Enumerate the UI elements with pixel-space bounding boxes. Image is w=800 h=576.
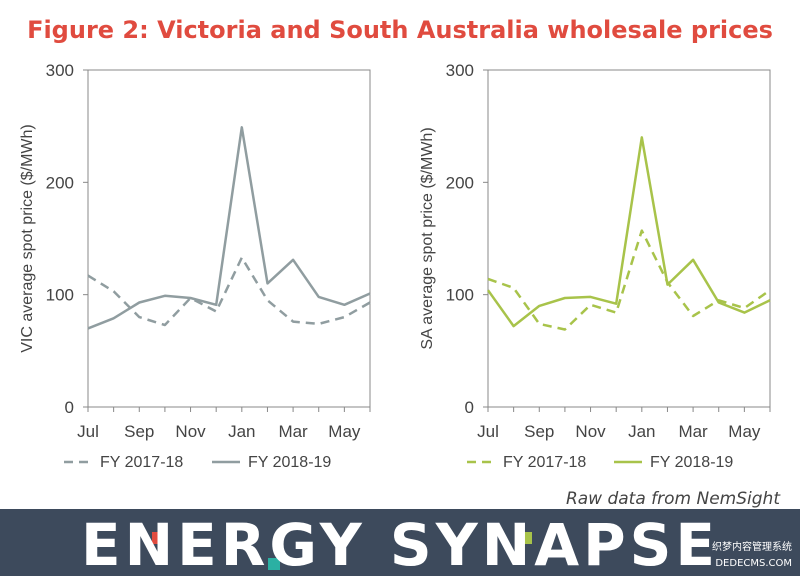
sa-series-fy2017-18-line: [487, 229, 771, 331]
legend-label: FY 2017-18: [503, 454, 586, 471]
plot-frame: [487, 69, 771, 408]
vic-price-panel: 0 100 200 300 Jul Sep Nov Jan Mar May VIC average …: [19, 61, 371, 471]
y-tick-label: 0: [465, 398, 474, 417]
brand-banner: [0, 509, 800, 576]
brand-logo-text: ENERGY SYNAPSE: [81, 511, 719, 576]
y-tick-label: 0: [65, 398, 74, 417]
x-tick-label: Jul: [477, 422, 499, 441]
x-tick-label: Nov: [575, 422, 606, 441]
x-tick-label: Jan: [228, 422, 255, 441]
x-tick-label: Jan: [628, 422, 655, 441]
x-tick-label: Nov: [175, 422, 206, 441]
watermark-line-1: 织梦内容管理系统: [712, 540, 792, 553]
x-tick-label: May: [728, 422, 761, 441]
sa-series-fy2018-19-line: [486, 136, 771, 328]
brand-accent-mark: [268, 558, 280, 570]
figure-title: Figure 2: Victoria and South Australia w…: [27, 16, 773, 44]
source-note: Raw data from NemSight: [566, 489, 781, 509]
y-tick-label: 100: [46, 286, 74, 305]
legend-label: FY 2017-18: [100, 454, 183, 471]
x-tick-label: Mar: [678, 422, 708, 441]
plot-frame: [87, 69, 371, 408]
legend-label: FY 2018-19: [650, 454, 733, 471]
y-tick-label: 200: [46, 173, 74, 192]
x-tick-label: Sep: [524, 422, 554, 441]
brand-accent-mark: [520, 532, 532, 544]
y-tick-label: 100: [446, 286, 474, 305]
x-tick-label: Mar: [278, 422, 308, 441]
legend-label: FY 2018-19: [248, 454, 331, 471]
vic-series-fy2017-18-line: [87, 256, 371, 327]
y-tick-label: 300: [446, 61, 474, 80]
sa-price-panel: 0 100 200 300 Jul Sep Nov Jan Mar May SA average s…: [419, 61, 771, 471]
y-tick-label: 200: [446, 173, 474, 192]
y-axis-label: VIC average spot price ($/MWh): [19, 124, 36, 353]
vic-series-fy2018-19-line: [87, 126, 371, 330]
x-tick-label: Jul: [77, 422, 99, 441]
y-tick-label: 300: [46, 61, 74, 80]
y-axis-label: SA average spot price ($/MWh): [419, 127, 436, 349]
x-tick-label: Sep: [124, 422, 154, 441]
watermark-line-2: DEDECMS.COM: [715, 558, 792, 569]
x-tick-label: May: [328, 422, 361, 441]
brand-accent-mark: [152, 532, 164, 544]
